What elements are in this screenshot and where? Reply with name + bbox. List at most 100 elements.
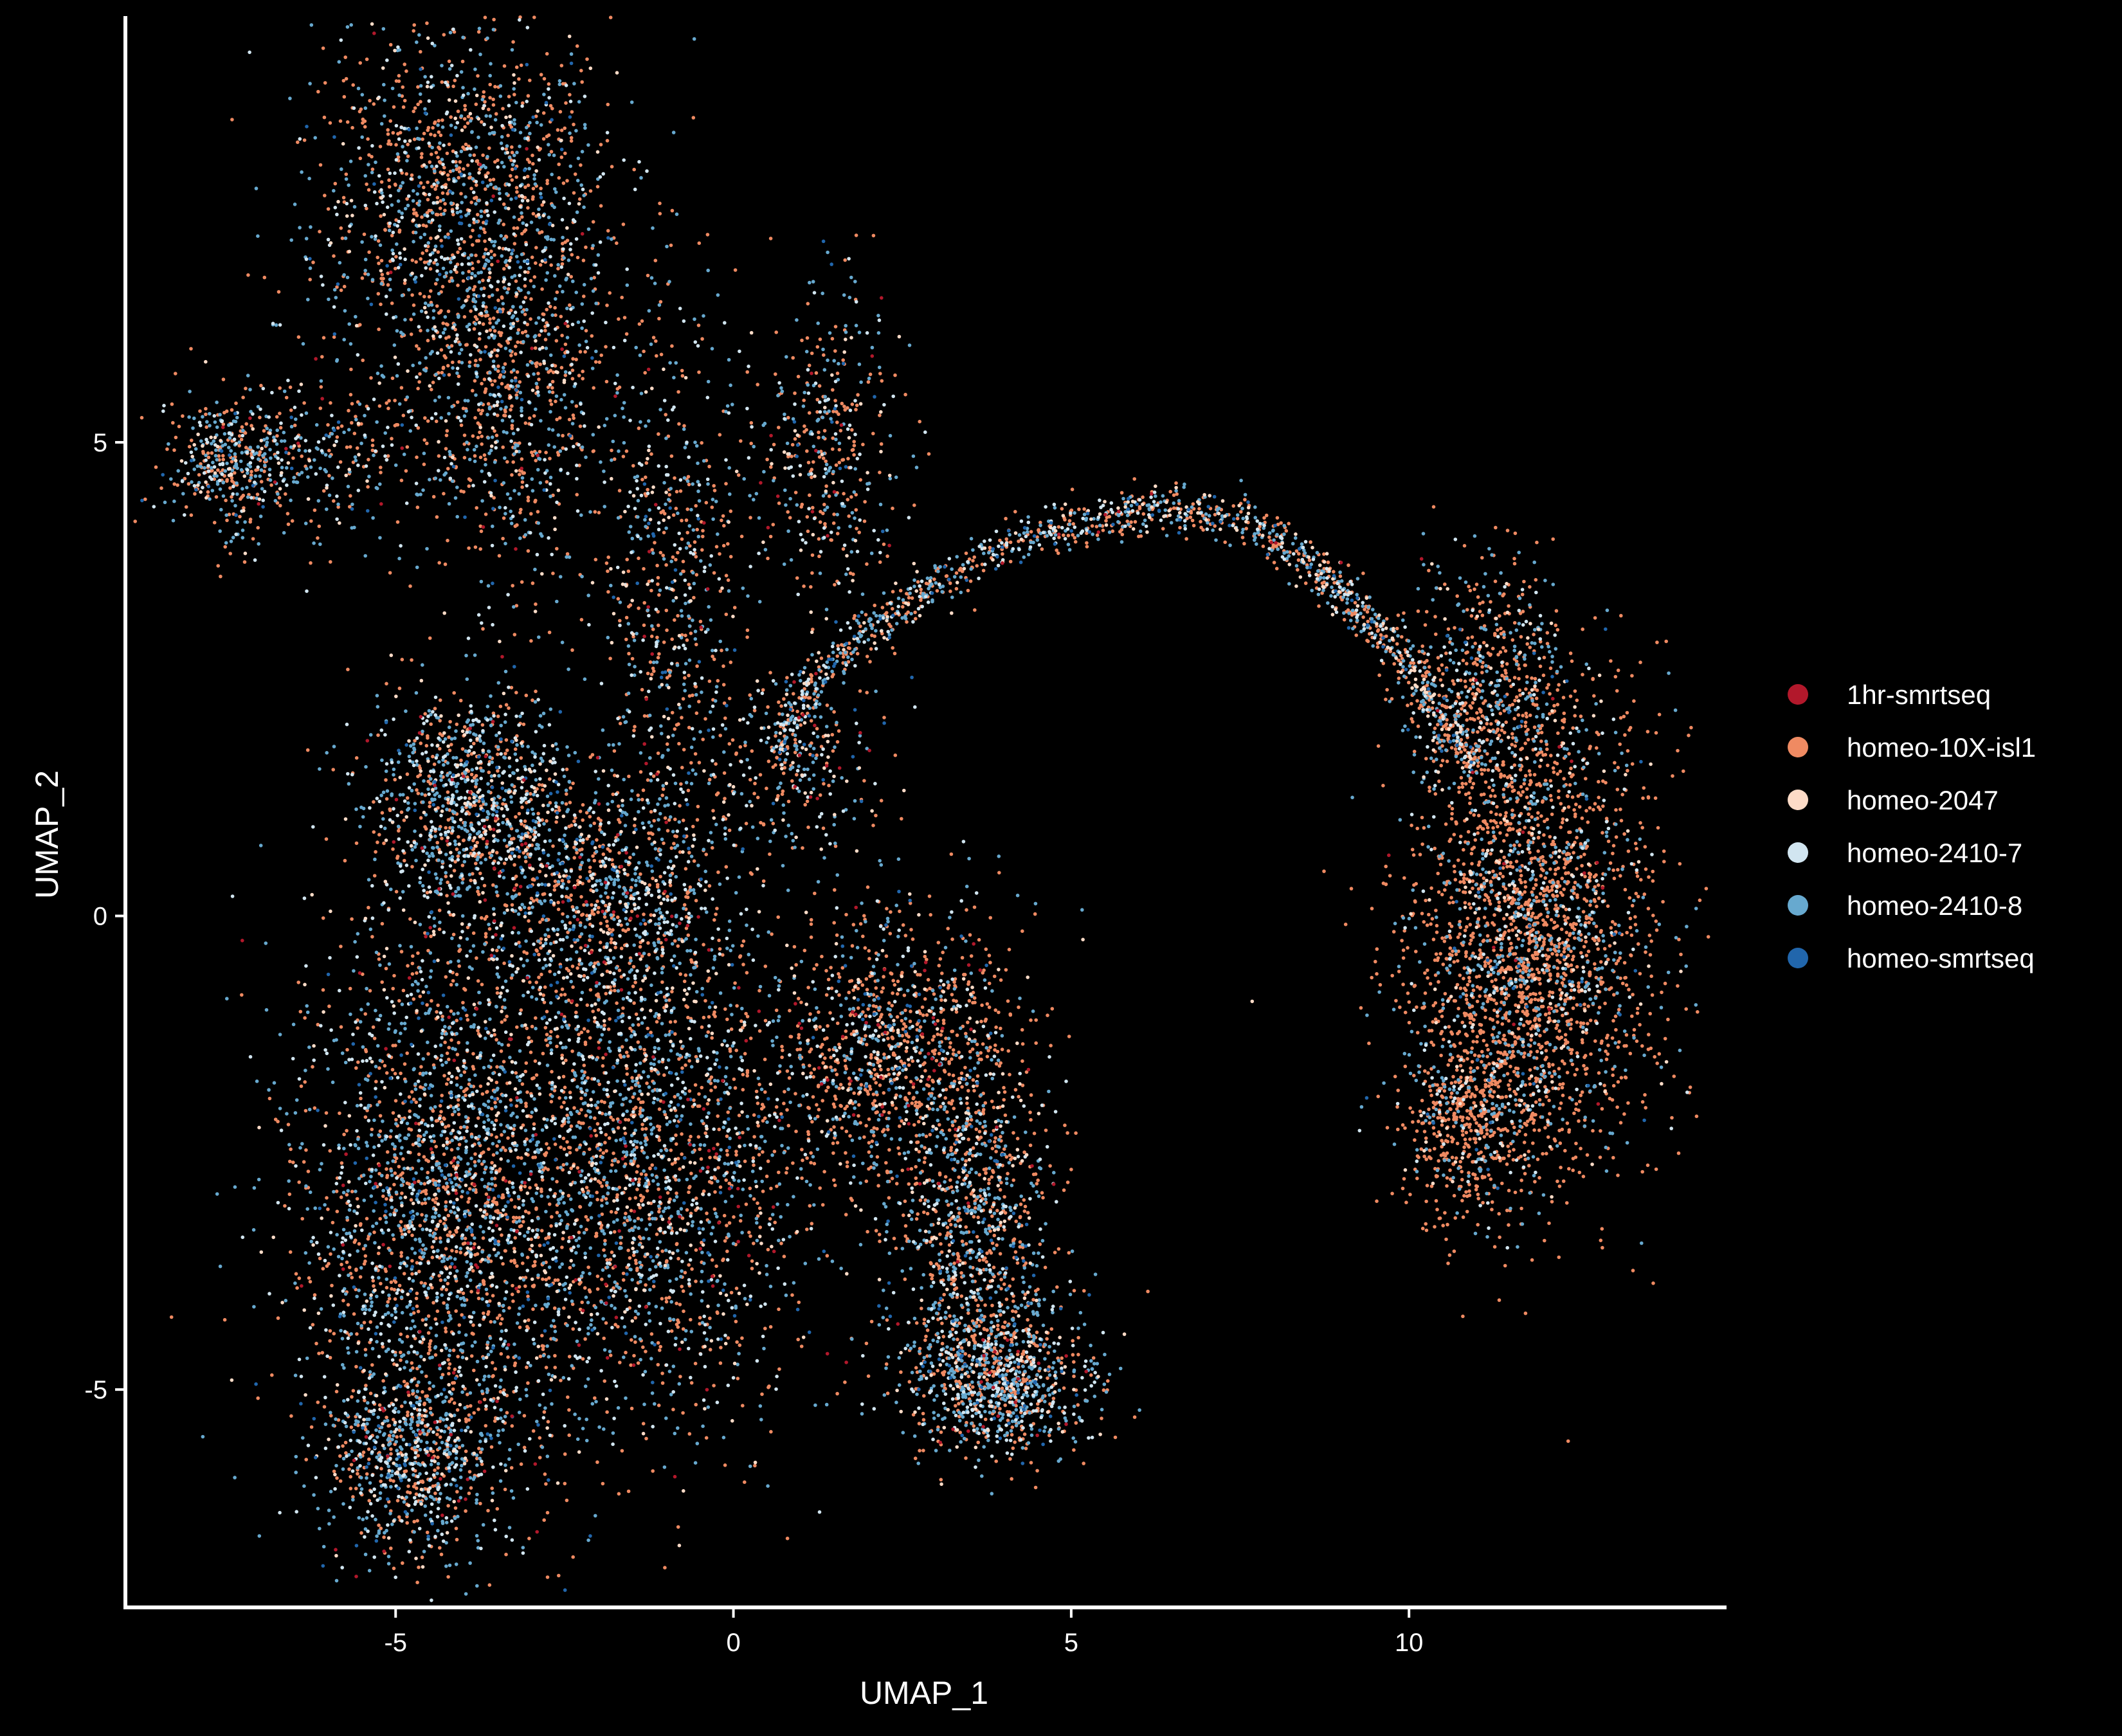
data-point [433, 1317, 437, 1321]
data-point [579, 618, 584, 622]
data-point [545, 1044, 550, 1047]
data-point [379, 258, 384, 263]
data-point [596, 1008, 601, 1012]
data-point [939, 1478, 943, 1482]
data-point [478, 357, 482, 361]
data-point [534, 1206, 538, 1210]
data-point [391, 986, 395, 991]
data-point [701, 534, 705, 539]
data-point [340, 1262, 343, 1267]
data-point [682, 1309, 685, 1314]
data-point [617, 317, 621, 321]
data-point [797, 1300, 801, 1305]
data-point [811, 505, 815, 510]
data-point [509, 1198, 513, 1202]
data-point [567, 880, 571, 883]
data-point [825, 703, 830, 707]
data-point [953, 1134, 957, 1137]
data-point [817, 537, 821, 541]
data-point [630, 909, 634, 914]
data-point [415, 788, 419, 792]
data-point [405, 1051, 409, 1055]
data-point [949, 852, 954, 856]
data-point [567, 1145, 571, 1150]
data-point [488, 96, 492, 100]
data-point [669, 1148, 673, 1152]
data-point [476, 74, 480, 78]
data-point [657, 316, 661, 321]
data-point [929, 913, 932, 917]
data-point [327, 448, 331, 453]
data-point [694, 1279, 698, 1283]
data-point [358, 156, 363, 161]
data-point [913, 1182, 918, 1186]
data-point [707, 777, 712, 782]
data-point [600, 1198, 604, 1202]
data-point [662, 640, 666, 644]
data-point [753, 1463, 757, 1468]
data-point [812, 460, 815, 464]
data-point [438, 1546, 442, 1550]
data-point [467, 796, 471, 800]
data-point [531, 1264, 536, 1268]
data-point [387, 185, 392, 189]
data-point [259, 383, 263, 388]
data-point [615, 1001, 619, 1005]
data-point [474, 102, 478, 106]
data-point [446, 232, 450, 237]
data-point [680, 633, 684, 637]
data-point [534, 948, 538, 952]
data-point [833, 349, 837, 353]
data-point [511, 460, 515, 464]
data-point [551, 370, 556, 374]
data-point [290, 519, 295, 523]
data-point [975, 1042, 979, 1047]
data-point [646, 273, 650, 278]
data-point [718, 734, 722, 737]
data-point [790, 779, 794, 783]
data-point [624, 615, 629, 620]
data-point [390, 233, 394, 238]
data-point [936, 941, 941, 945]
data-point [534, 981, 538, 984]
data-point [750, 1259, 754, 1263]
data-point [840, 1126, 844, 1130]
data-point [761, 1150, 765, 1154]
data-point [672, 842, 676, 845]
data-point [647, 836, 651, 841]
data-point [693, 1083, 698, 1087]
data-point [990, 1214, 994, 1218]
data-point [350, 917, 354, 921]
data-point [410, 1259, 414, 1263]
data-point [639, 872, 642, 876]
data-point [674, 557, 678, 562]
data-point [586, 1218, 590, 1222]
data-point [430, 152, 433, 156]
data-point [569, 1124, 574, 1128]
data-point [606, 102, 610, 107]
data-point [570, 1049, 574, 1053]
data-point [416, 102, 420, 107]
data-point [571, 985, 575, 990]
data-point [504, 703, 509, 707]
data-point [704, 501, 709, 505]
data-point [538, 1354, 543, 1359]
data-point [174, 372, 177, 375]
data-point [318, 1256, 322, 1261]
data-point [628, 856, 632, 860]
data-point [495, 413, 500, 417]
data-point [774, 372, 777, 376]
data-point [946, 927, 950, 930]
data-point [525, 1255, 530, 1260]
data-point [800, 1176, 804, 1180]
data-point [446, 818, 451, 822]
data-point [401, 988, 406, 993]
data-point [514, 393, 518, 397]
data-point [363, 1398, 367, 1402]
data-point [388, 1478, 393, 1482]
data-point [848, 979, 852, 983]
data-point [415, 1580, 419, 1584]
data-point [395, 856, 399, 860]
data-point [745, 971, 749, 975]
data-point [604, 345, 608, 349]
